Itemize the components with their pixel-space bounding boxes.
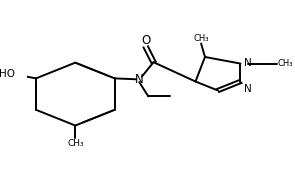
Text: N: N xyxy=(135,73,144,86)
Text: CH₃: CH₃ xyxy=(67,139,83,148)
Text: HO: HO xyxy=(0,69,15,79)
Text: CH₃: CH₃ xyxy=(278,59,293,68)
Text: O: O xyxy=(141,34,150,47)
Text: N: N xyxy=(244,84,252,94)
Text: N: N xyxy=(244,58,252,68)
Text: CH₃: CH₃ xyxy=(193,34,209,43)
